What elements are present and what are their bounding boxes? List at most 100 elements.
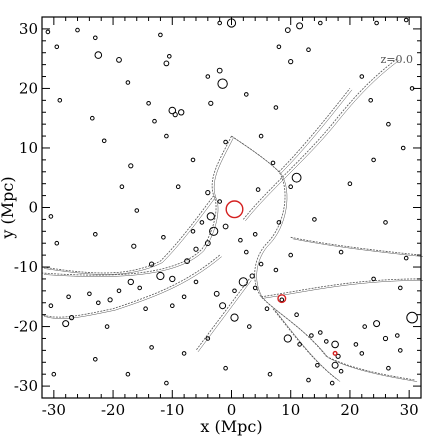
highlighted-halo [225, 200, 244, 219]
halo-point [48, 303, 54, 309]
halo-point [181, 294, 187, 300]
halo-point [223, 365, 228, 371]
halo-point [190, 229, 196, 234]
halo-point [386, 121, 391, 127]
y-tick-label: -10 [14, 258, 38, 276]
halo-point [149, 261, 155, 267]
halo-point [104, 324, 110, 329]
filament-3 [242, 58, 398, 220]
halo-point [156, 271, 165, 281]
halo-point [222, 223, 229, 230]
halo-point [288, 184, 294, 189]
filament-echo-10 [328, 357, 418, 382]
halo-point [312, 217, 317, 222]
halo-point [137, 285, 142, 291]
halo-point [219, 302, 227, 310]
halo-point [169, 275, 176, 283]
halo-point [93, 357, 98, 362]
halo-point [54, 240, 60, 246]
halo-point [51, 371, 57, 377]
halo-point [371, 157, 376, 163]
halo-point [93, 35, 98, 41]
filament-7 [278, 88, 351, 173]
halo-point [54, 44, 60, 50]
halo-point [386, 365, 391, 371]
halo-point [331, 361, 339, 369]
halo-point [296, 22, 304, 30]
halo-point [125, 371, 131, 377]
y-axis-title: y (Mpc) [0, 176, 17, 239]
halo-point [324, 339, 329, 344]
halo-point [264, 306, 270, 312]
filament-0 [41, 135, 232, 276]
axis-ticks [42, 17, 421, 398]
halo-point [252, 285, 258, 291]
halo-point [205, 74, 211, 79]
filament-2 [41, 195, 215, 274]
halo-point [226, 18, 237, 28]
y-tick-label: 10 [19, 139, 38, 157]
y-tick-label: 30 [19, 20, 38, 38]
halo-point [288, 252, 294, 258]
halo-point [247, 324, 252, 329]
halo-point [306, 47, 311, 53]
halo-point [338, 368, 344, 374]
halo-point [205, 190, 211, 196]
halo-point [398, 348, 403, 353]
filament-10 [326, 355, 416, 381]
halo-point [131, 243, 137, 249]
x-tick-label: -20 [101, 401, 125, 419]
filament-structure [41, 58, 424, 382]
halo-point [238, 277, 248, 287]
halo-point [205, 336, 211, 341]
halo-point [362, 324, 368, 329]
halo-point [258, 133, 264, 139]
halo-point [403, 17, 409, 23]
halo-point [168, 106, 177, 115]
halo-point [331, 340, 339, 349]
x-tick-label: 10 [281, 401, 300, 419]
halo-point [94, 51, 103, 59]
halo-point [127, 278, 135, 286]
halo-point [223, 139, 228, 145]
halo-point [371, 276, 376, 282]
halo-point [206, 212, 215, 221]
halo-point [291, 172, 302, 183]
halo-point [216, 67, 223, 74]
tick-labels: -30 -20 -10 0 10 20 30 -30 -20 -10 0 10 20 30 [14, 20, 419, 419]
halo-point [398, 285, 403, 291]
halo-point [347, 181, 353, 186]
halo-point [383, 220, 388, 225]
halo-point [368, 98, 374, 103]
halo-point [294, 312, 299, 318]
halo-point [96, 300, 101, 306]
halo-point [181, 351, 187, 356]
y-tick-label: 0 [28, 199, 38, 217]
halo-point [184, 258, 191, 265]
halo-point [382, 335, 389, 342]
halo-point [309, 333, 314, 338]
halo-point [116, 288, 122, 294]
halo-point [48, 214, 54, 219]
filament-echo-5 [197, 280, 252, 353]
halo-point [175, 184, 181, 189]
halo-point [249, 273, 255, 279]
halo-point [146, 101, 151, 106]
halo-point [125, 80, 131, 85]
halo-point [276, 44, 282, 50]
halo-point [93, 232, 98, 237]
halo-markers [45, 17, 418, 386]
highlighted-halo [277, 294, 287, 304]
halo-point [204, 240, 211, 247]
halo-point [217, 78, 228, 89]
filament-echo-0 [43, 137, 234, 277]
halo-point [190, 157, 196, 163]
halo-point [158, 32, 163, 38]
halo-point [315, 363, 320, 368]
halo-point [338, 249, 344, 255]
halo-point [400, 145, 406, 151]
halo-point [359, 74, 365, 79]
x-tick-label: 0 [227, 401, 237, 419]
y-tick-label: -30 [14, 377, 38, 395]
